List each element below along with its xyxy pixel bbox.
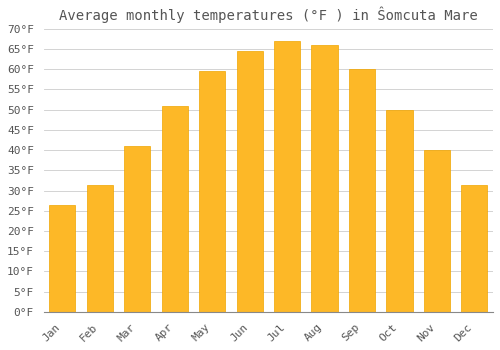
Bar xyxy=(162,106,188,312)
Bar xyxy=(236,51,262,312)
Bar xyxy=(274,41,300,312)
Bar xyxy=(124,146,150,312)
Bar xyxy=(50,205,76,312)
Bar xyxy=(86,184,113,312)
Title: Average monthly temperatures (°F ) in Ŝomcuta Mare: Average monthly temperatures (°F ) in Ŝo… xyxy=(59,7,478,23)
Bar xyxy=(424,150,450,312)
Bar xyxy=(199,71,226,312)
Bar xyxy=(312,45,338,312)
Bar xyxy=(461,184,487,312)
Bar xyxy=(349,69,375,312)
Bar xyxy=(386,110,412,312)
